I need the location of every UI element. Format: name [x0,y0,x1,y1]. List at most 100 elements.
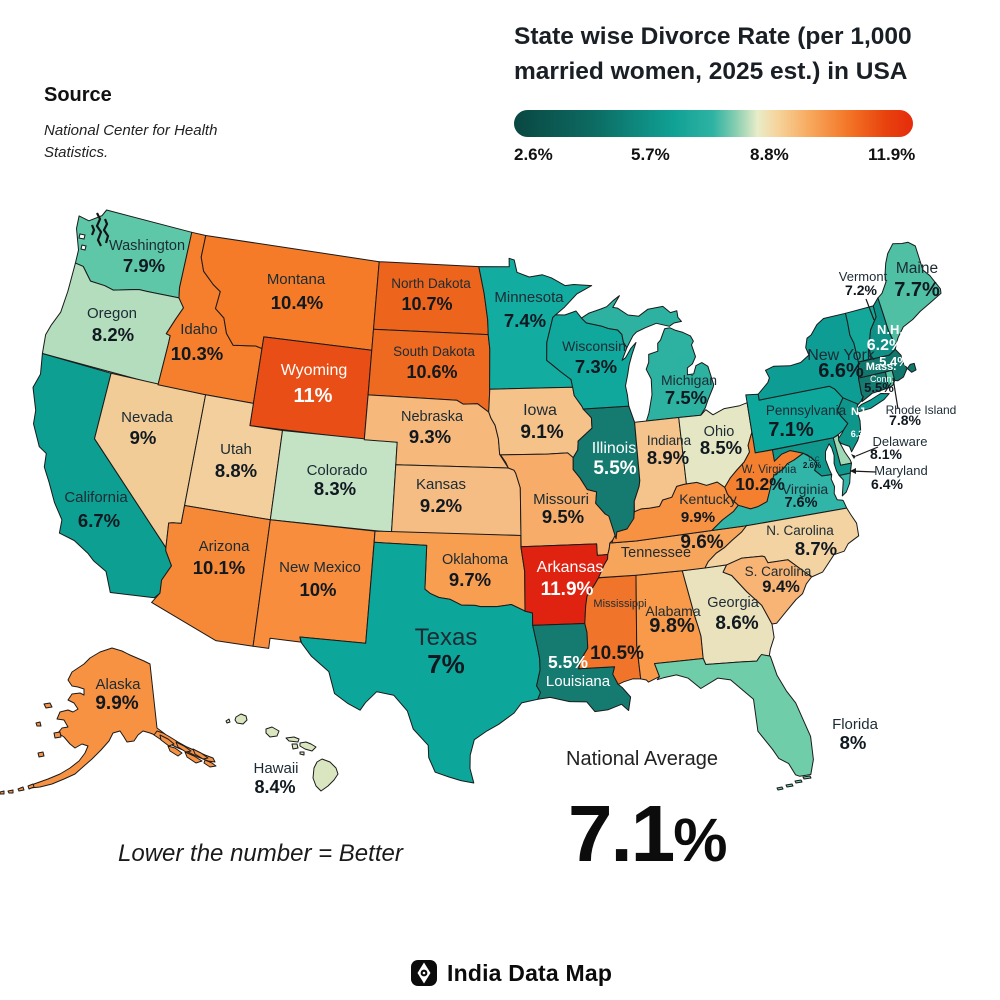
svg-text:Kentucky: Kentucky [679,491,737,507]
svg-text:8.7%: 8.7% [795,538,837,559]
svg-text:Tennessee: Tennessee [621,545,691,561]
svg-text:Ohio: Ohio [704,424,735,440]
svg-text:10.4%: 10.4% [271,292,323,313]
svg-text:D.C: D.C [808,456,820,463]
svg-text:7.6%: 7.6% [784,495,817,511]
svg-text:11.9%: 11.9% [541,579,594,600]
svg-text:Utah: Utah [220,441,252,458]
svg-text:Pennsylvania: Pennsylvania [766,403,847,418]
svg-text:2.6%: 2.6% [803,461,821,470]
svg-text:7.5%: 7.5% [665,387,707,408]
svg-text:5.4%: 5.4% [879,354,909,369]
svg-text:Vermont: Vermont [839,269,888,284]
svg-text:Louisiana: Louisiana [546,673,611,690]
svg-text:5.5%: 5.5% [548,652,588,672]
svg-text:6.3%: 6.3% [851,429,872,439]
svg-text:Missouri: Missouri [533,491,589,508]
svg-text:Montana: Montana [267,271,326,288]
svg-text:Maine: Maine [896,260,938,277]
svg-text:W. Virginia: W. Virginia [742,464,797,476]
svg-text:N.H.: N.H. [877,322,903,337]
svg-text:Illinois: Illinois [592,440,636,457]
svg-text:Mississippi: Mississippi [593,598,646,610]
svg-text:California: California [64,489,128,506]
svg-text:8.6%: 8.6% [715,613,758,634]
svg-text:7.3%: 7.3% [575,356,617,377]
svg-text:5.5%: 5.5% [864,380,894,395]
svg-text:8.2%: 8.2% [92,324,134,345]
svg-text:10.6%: 10.6% [406,362,457,382]
svg-text:9.4%: 9.4% [762,578,800,596]
svg-text:10.2%: 10.2% [735,474,785,494]
svg-text:Georgia: Georgia [707,595,760,611]
svg-text:Arkansas: Arkansas [537,559,604,576]
svg-text:S. Carolina: S. Carolina [745,564,812,579]
svg-text:Hawaii: Hawaii [253,760,298,777]
svg-text:Florida: Florida [832,716,879,733]
svg-text:Oklahoma: Oklahoma [442,552,509,568]
svg-text:7.4%: 7.4% [504,310,546,331]
svg-text:7.1%: 7.1% [768,419,814,441]
svg-text:7.7%: 7.7% [894,279,940,301]
svg-text:Nevada: Nevada [121,409,173,426]
svg-text:7.9%: 7.9% [123,255,165,276]
svg-text:10.1%: 10.1% [193,557,245,578]
svg-text:9.6%: 9.6% [680,532,723,553]
svg-text:Minnesota: Minnesota [494,289,564,306]
svg-text:6.6%: 6.6% [818,360,864,382]
svg-text:7.2%: 7.2% [845,282,877,298]
svg-text:9.8%: 9.8% [649,615,695,637]
svg-text:Alabama: Alabama [645,603,700,619]
svg-text:8.1%: 8.1% [870,446,902,462]
svg-text:9.3%: 9.3% [409,426,451,447]
svg-text:Conn.: Conn. [870,374,894,384]
svg-text:Michigan: Michigan [661,372,717,388]
svg-text:Nebraska: Nebraska [401,409,464,425]
svg-text:Arizona: Arizona [199,538,251,555]
svg-text:North Dakota: North Dakota [391,276,471,291]
svg-text:Maryland: Maryland [874,463,927,478]
svg-text:7%: 7% [427,649,465,679]
svg-text:7.8%: 7.8% [889,412,921,428]
svg-text:9%: 9% [130,427,157,448]
svg-text:Indiana: Indiana [647,433,692,448]
svg-text:Washington: Washington [109,238,185,254]
svg-text:Delaware: Delaware [873,434,928,449]
svg-text:Colorado: Colorado [307,462,368,479]
svg-text:8.9%: 8.9% [647,447,689,468]
svg-text:6.7%: 6.7% [78,510,120,531]
svg-text:11%: 11% [294,385,333,407]
svg-text:8.8%: 8.8% [215,460,257,481]
svg-text:6.4%: 6.4% [871,476,903,492]
svg-text:N. Carolina: N. Carolina [766,523,834,538]
svg-text:10%: 10% [299,579,336,600]
svg-text:Iowa: Iowa [523,402,557,419]
svg-text:8%: 8% [840,732,867,753]
svg-text:Kansas: Kansas [416,476,466,493]
svg-text:9.1%: 9.1% [520,422,563,443]
svg-text:9.2%: 9.2% [420,495,462,516]
svg-text:10.5%: 10.5% [590,643,644,664]
svg-text:9.9%: 9.9% [681,509,715,526]
svg-text:10.7%: 10.7% [401,294,452,314]
svg-text:Texas: Texas [415,624,478,651]
svg-text:New Mexico: New Mexico [279,559,361,576]
svg-text:Wyoming: Wyoming [281,362,348,379]
svg-text:8.5%: 8.5% [700,437,742,458]
svg-text:9.7%: 9.7% [449,569,491,590]
svg-text:8.3%: 8.3% [314,478,356,499]
svg-text:Wisconsin: Wisconsin [562,338,626,354]
svg-text:Idaho: Idaho [180,321,218,338]
svg-text:9.5%: 9.5% [542,506,584,527]
svg-text:Virginia: Virginia [782,481,829,497]
svg-text:8.4%: 8.4% [254,777,295,797]
svg-text:Alaska: Alaska [95,676,141,693]
svg-text:9.9%: 9.9% [95,693,138,714]
svg-text:South Dakota: South Dakota [393,344,475,359]
svg-text:NJ: NJ [851,406,865,418]
svg-text:5.5%: 5.5% [593,458,636,479]
svg-text:10.3%: 10.3% [171,343,223,364]
svg-text:Rhode Island: Rhode Island [886,403,957,417]
svg-text:New York: New York [807,347,876,364]
svg-text:6.2%: 6.2% [867,337,903,354]
